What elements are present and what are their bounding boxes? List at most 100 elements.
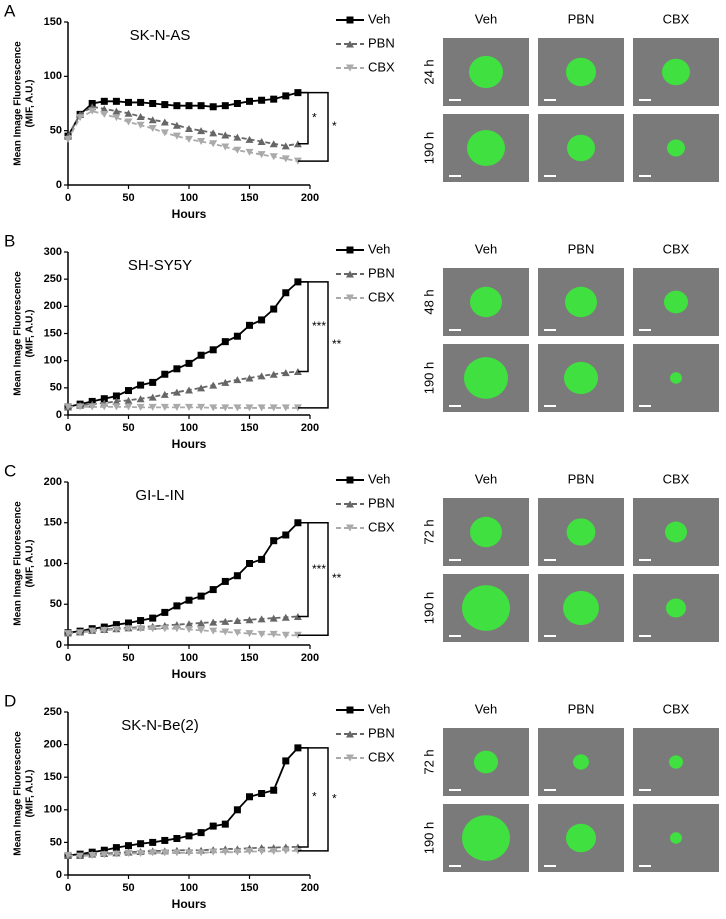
marker [136,121,145,129]
significance-bracket [298,281,309,373]
marker [160,625,169,633]
marker [221,617,230,625]
y-tick-label: 150 [44,16,62,28]
marker [270,786,278,794]
image-row-label: 190 h [421,132,436,165]
chart-title: SH-SY5Y [128,257,192,274]
spheroid [469,55,503,89]
marker [197,592,205,600]
legend-label: CBX [368,749,395,764]
significance-label: * [332,792,337,806]
legend-label: CBX [368,519,395,534]
marker [293,368,302,376]
chart-title: GI-L-IN [135,487,184,504]
marker [209,848,218,856]
marker [124,118,133,126]
marker [148,393,157,401]
spheroid [566,823,596,853]
significance-bracket [298,522,309,618]
image-column-label: PBN [568,241,595,256]
marker [245,148,254,156]
marker [233,404,242,412]
marker [125,98,132,106]
marker [233,629,242,637]
chart-title: SK-N-AS [130,27,191,44]
marker [172,403,181,411]
marker [246,560,253,567]
marker [346,270,354,278]
marker [112,107,121,115]
marker [246,97,253,105]
marker [346,524,354,532]
marker [137,381,145,389]
y-tick-label: 200 [44,739,62,751]
marker [148,849,157,857]
spheroid [565,286,597,318]
image-row-label: 190 h [421,592,436,625]
marker [346,706,354,714]
marker [112,114,121,122]
marker [346,500,354,508]
marker [125,842,132,850]
y-tick-label: 150 [44,517,62,529]
x-tick-label: 200 [301,652,319,664]
x-axis-label: Hours [172,207,207,221]
image-column-label: PBN [568,471,595,486]
marker [137,840,145,848]
image-column-label: PBN [568,701,595,716]
legend-label: Veh [368,241,390,256]
marker [148,625,157,633]
marker [149,614,157,622]
marker [257,848,266,856]
marker [209,140,218,148]
marker [172,388,181,396]
y-tick-label: 250 [44,706,62,718]
marker [197,102,205,110]
marker [221,378,230,386]
y-tick-label: 50 [50,382,62,394]
marker [136,625,145,633]
marker [64,135,72,143]
spheroid [662,58,690,86]
marker [270,537,278,545]
y-tick-label: 50 [50,836,62,848]
marker [221,404,230,412]
x-tick-label: 150 [240,652,258,664]
marker [197,849,206,857]
spheroid [670,372,682,384]
marker [233,332,241,340]
marker [221,143,230,151]
marker [88,403,97,411]
x-axis-label: Hours [172,437,207,451]
marker [185,596,193,604]
marker [173,834,181,842]
spheroid [566,518,596,546]
spheroid [462,815,510,861]
marker [346,294,354,302]
y-tick-label: 300 [44,246,62,258]
x-tick-label: 50 [122,422,134,434]
y-axis-label: Mean Image Fluorescence [13,501,24,626]
marker [294,744,302,752]
marker [293,140,302,148]
marker [281,847,290,855]
marker [269,848,278,856]
significance-bracket [298,91,309,145]
image-column-label: CBX [663,11,690,26]
marker [185,124,193,132]
x-tick-label: 0 [65,192,71,204]
image-row-label: 72 h [421,519,436,544]
marker [76,114,85,122]
marker [269,370,278,378]
marker [160,390,169,398]
marker [100,110,109,118]
marker [173,602,181,610]
marker [245,404,254,412]
x-tick-label: 150 [240,422,258,434]
spheroid [670,832,682,844]
marker [245,616,254,624]
x-tick-label: 100 [180,192,198,204]
marker [346,730,354,738]
marker [293,847,302,855]
